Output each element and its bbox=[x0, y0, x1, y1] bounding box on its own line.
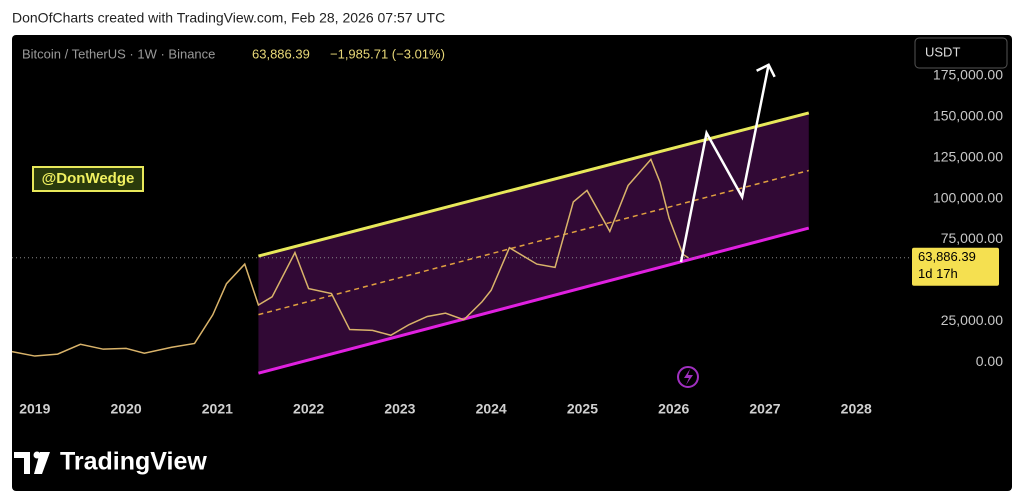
logo bbox=[14, 451, 50, 474]
x-tick-label: 2026 bbox=[658, 401, 689, 417]
x-tick-label: 2025 bbox=[567, 401, 598, 417]
y-tick-label: 175,000.00 bbox=[933, 67, 1003, 83]
event-icon[interactable] bbox=[677, 366, 699, 388]
event-circle[interactable] bbox=[677, 366, 699, 388]
currency-button[interactable] bbox=[914, 37, 1008, 69]
x-tick-label: 2021 bbox=[202, 401, 233, 417]
author-label: @DonWedge bbox=[42, 170, 135, 187]
channel-fill bbox=[258, 112, 809, 374]
price-label-box bbox=[912, 247, 999, 286]
x-tick-label: 2028 bbox=[841, 401, 872, 417]
event-bolt[interactable] bbox=[684, 369, 693, 385]
author-badge bbox=[32, 166, 144, 192]
x-tick-label: 2023 bbox=[384, 401, 415, 417]
branding: TradingView bbox=[60, 448, 207, 476]
x-tick-label: 2022 bbox=[293, 401, 324, 417]
logo-mark bbox=[14, 452, 30, 474]
x-tick-label: 2024 bbox=[476, 401, 507, 417]
channel-middle bbox=[258, 169, 809, 316]
y-tick-label: 75,000.00 bbox=[941, 230, 1003, 246]
y-tick-label: 100,000.00 bbox=[933, 189, 1003, 205]
header-price: 63,886.39 bbox=[252, 46, 310, 61]
header-change: −1,985.71 (−3.01%) bbox=[330, 46, 445, 61]
x-tick-label: 2020 bbox=[111, 401, 142, 417]
projection-arrowhead bbox=[756, 63, 776, 78]
x-tick-label: 2019 bbox=[19, 401, 50, 417]
price-line bbox=[11, 157, 689, 357]
currency-label[interactable]: USDT bbox=[925, 44, 960, 59]
symbol-info: Bitcoin / TetherUS · 1W · Binance bbox=[22, 46, 215, 61]
price-label: 63,886.39 bbox=[918, 249, 976, 264]
y-tick-label: 125,000.00 bbox=[933, 148, 1003, 164]
y-tick-label: 25,000.00 bbox=[941, 312, 1003, 328]
logo-slash bbox=[34, 452, 50, 474]
channel-upper bbox=[258, 111, 810, 258]
y-tick-label: 150,000.00 bbox=[933, 108, 1003, 124]
attribution: DonOfCharts created with TradingView.com… bbox=[12, 10, 445, 26]
x-tick-label: 2027 bbox=[749, 401, 780, 417]
channel-lower bbox=[258, 226, 810, 375]
y-tick-label: 0.00 bbox=[976, 353, 1003, 369]
countdown-label: 1d 17h bbox=[918, 266, 958, 281]
projection-line bbox=[679, 64, 770, 263]
